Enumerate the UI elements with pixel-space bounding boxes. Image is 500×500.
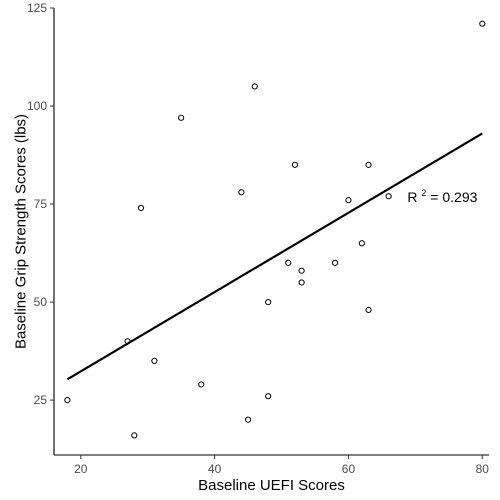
data-point <box>298 267 305 274</box>
data-point <box>345 197 352 204</box>
x-tick-label: 60 <box>342 462 356 476</box>
r-squared-base: R <box>407 189 417 205</box>
fit-line-group <box>66 132 483 381</box>
data-point <box>358 240 365 247</box>
y-tick-label: 50 <box>34 295 48 309</box>
data-point <box>479 20 486 27</box>
data-point <box>244 416 252 423</box>
points-group <box>64 20 486 439</box>
data-point <box>238 189 245 196</box>
ticks: 20 40 60 80 25 50 75 100 125 <box>27 1 489 476</box>
data-point <box>124 338 131 345</box>
data-point <box>137 204 145 212</box>
y-tick-label: 125 <box>27 1 47 15</box>
data-point <box>198 381 205 388</box>
data-point <box>178 114 185 121</box>
data-point <box>298 279 305 286</box>
y-tick-label: 75 <box>34 197 48 211</box>
data-point <box>291 161 299 168</box>
r-squared-value: = 0.293 <box>430 189 477 205</box>
x-tick-label: 20 <box>74 462 88 476</box>
data-point <box>385 193 392 200</box>
data-point <box>285 259 292 266</box>
r-squared-annotation: R 2 = 0.293 <box>407 183 477 205</box>
y-axis-label: Baseline Grip Strength Scores (lbs) <box>12 114 29 349</box>
r-squared-superscript: 2 <box>421 188 426 198</box>
data-point <box>265 298 272 306</box>
axes <box>53 8 489 456</box>
data-point <box>64 397 71 404</box>
data-point <box>331 259 339 266</box>
data-point <box>131 432 138 439</box>
data-point <box>251 83 258 90</box>
data-point <box>265 393 272 400</box>
x-tick-label: 80 <box>476 462 490 476</box>
data-point <box>365 161 372 168</box>
data-point <box>151 357 158 364</box>
y-tick-label: 25 <box>34 393 48 407</box>
x-tick-label: 40 <box>208 462 222 476</box>
y-tick-label: 100 <box>27 99 47 113</box>
x-axis-label: Baseline UEFI Scores <box>198 477 345 494</box>
data-point <box>365 306 372 314</box>
regression-line <box>66 132 483 381</box>
